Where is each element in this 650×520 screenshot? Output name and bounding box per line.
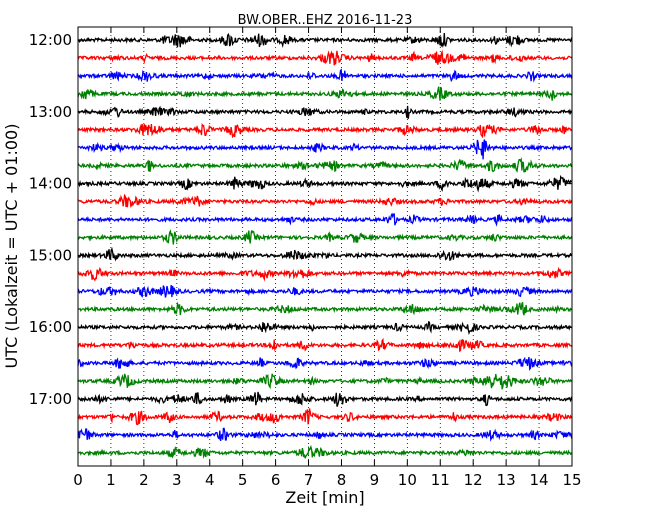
y-axis-ticks: 12:00 13:00 14:00 15:00 16:00 17:00 xyxy=(29,31,572,408)
x-axis-ticks: 0 1 2 3 4 5 6 7 8 9 10 11 12 13 14 15 xyxy=(73,27,582,489)
trace-line xyxy=(77,247,573,262)
trace-line xyxy=(77,193,573,208)
x-tick-label: 14 xyxy=(530,471,549,489)
trace-line xyxy=(77,391,573,407)
x-tick-label: 3 xyxy=(172,471,182,489)
trace-line xyxy=(77,266,573,282)
trace-line xyxy=(77,337,573,353)
trace-line xyxy=(77,68,573,83)
trace-line xyxy=(78,174,573,193)
y-tick-label: 17:00 xyxy=(29,390,72,408)
trace-line xyxy=(77,86,573,101)
y-tick-label: 13:00 xyxy=(29,103,72,121)
trace-line xyxy=(77,123,573,139)
x-tick-label: 2 xyxy=(139,471,149,489)
x-tick-label: 5 xyxy=(238,471,248,489)
trace-line xyxy=(77,301,573,316)
x-tick-label: 13 xyxy=(497,471,516,489)
trace-line xyxy=(77,157,573,173)
plot-frame xyxy=(77,26,573,467)
trace-line xyxy=(77,373,573,390)
traces xyxy=(77,32,573,459)
trace-line xyxy=(77,139,573,160)
trace-line xyxy=(77,320,573,336)
x-tick-label: 6 xyxy=(271,471,281,489)
trace-line xyxy=(77,212,573,227)
x-tick-label: 15 xyxy=(562,471,581,489)
trace-line xyxy=(77,285,573,298)
trace-line xyxy=(77,408,573,426)
trace-line xyxy=(77,427,573,442)
x-tick-label: 0 xyxy=(73,471,83,489)
trace-line xyxy=(77,444,573,459)
y-axis-label: UTC (Lokalzeit = UTC + 01:00) xyxy=(2,124,21,369)
y-tick-label: 12:00 xyxy=(29,31,72,49)
y-tick-label: 14:00 xyxy=(29,175,72,193)
x-tick-label: 1 xyxy=(106,471,116,489)
y-tick-label: 16:00 xyxy=(29,318,72,336)
trace-line xyxy=(77,32,573,49)
x-tick-label: 9 xyxy=(370,471,380,489)
y-tick-label: 15:00 xyxy=(29,246,72,264)
x-axis-label: Zeit [min] xyxy=(285,488,364,507)
chart-title: BW.OBER..EHZ 2016-11-23 xyxy=(238,13,413,28)
trace-line xyxy=(77,356,573,371)
x-tick-label: 10 xyxy=(398,471,417,489)
trace-line xyxy=(78,229,573,245)
x-tick-label: 11 xyxy=(431,471,450,489)
trace-line xyxy=(77,105,573,119)
x-tick-label: 4 xyxy=(205,471,215,489)
trace-line xyxy=(77,49,573,66)
x-tick-label: 8 xyxy=(337,471,347,489)
x-tick-label: 7 xyxy=(304,471,314,489)
x-tick-label: 12 xyxy=(464,471,483,489)
